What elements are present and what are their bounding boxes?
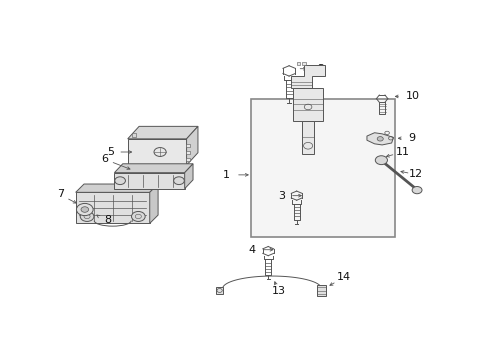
Bar xyxy=(302,121,314,154)
Bar xyxy=(186,144,190,147)
Text: 12: 12 xyxy=(409,169,423,179)
Polygon shape xyxy=(128,139,187,165)
Text: 13: 13 xyxy=(272,286,286,296)
Bar xyxy=(186,151,190,154)
Bar xyxy=(186,158,190,161)
Polygon shape xyxy=(187,126,198,165)
Polygon shape xyxy=(115,173,185,189)
Bar xyxy=(251,99,395,237)
Circle shape xyxy=(375,156,388,165)
Circle shape xyxy=(412,186,422,194)
Polygon shape xyxy=(367,133,393,145)
Circle shape xyxy=(81,207,89,212)
Text: 7: 7 xyxy=(57,189,64,199)
Text: 11: 11 xyxy=(396,147,410,157)
Polygon shape xyxy=(75,184,158,192)
Bar xyxy=(317,285,326,296)
Text: 5: 5 xyxy=(107,147,114,157)
Text: 14: 14 xyxy=(337,273,351,283)
Polygon shape xyxy=(128,126,198,139)
Circle shape xyxy=(173,177,184,185)
Polygon shape xyxy=(115,164,193,173)
Text: 4: 4 xyxy=(249,245,256,255)
Text: 6: 6 xyxy=(101,154,108,164)
Text: 2: 2 xyxy=(318,64,325,74)
Text: 9: 9 xyxy=(409,133,416,143)
Circle shape xyxy=(377,136,383,141)
Bar xyxy=(216,287,223,293)
Text: 8: 8 xyxy=(104,215,112,225)
Bar xyxy=(293,87,323,121)
Bar xyxy=(297,62,300,66)
Polygon shape xyxy=(75,192,150,223)
Bar xyxy=(302,62,306,66)
Circle shape xyxy=(76,203,93,216)
Circle shape xyxy=(131,211,145,221)
Polygon shape xyxy=(291,66,325,87)
Circle shape xyxy=(115,177,125,185)
Bar xyxy=(131,133,136,138)
Circle shape xyxy=(80,211,94,221)
Polygon shape xyxy=(185,164,193,189)
Polygon shape xyxy=(150,184,158,223)
Text: 10: 10 xyxy=(406,91,419,102)
Text: 1: 1 xyxy=(223,170,230,180)
Text: 3: 3 xyxy=(278,191,285,201)
